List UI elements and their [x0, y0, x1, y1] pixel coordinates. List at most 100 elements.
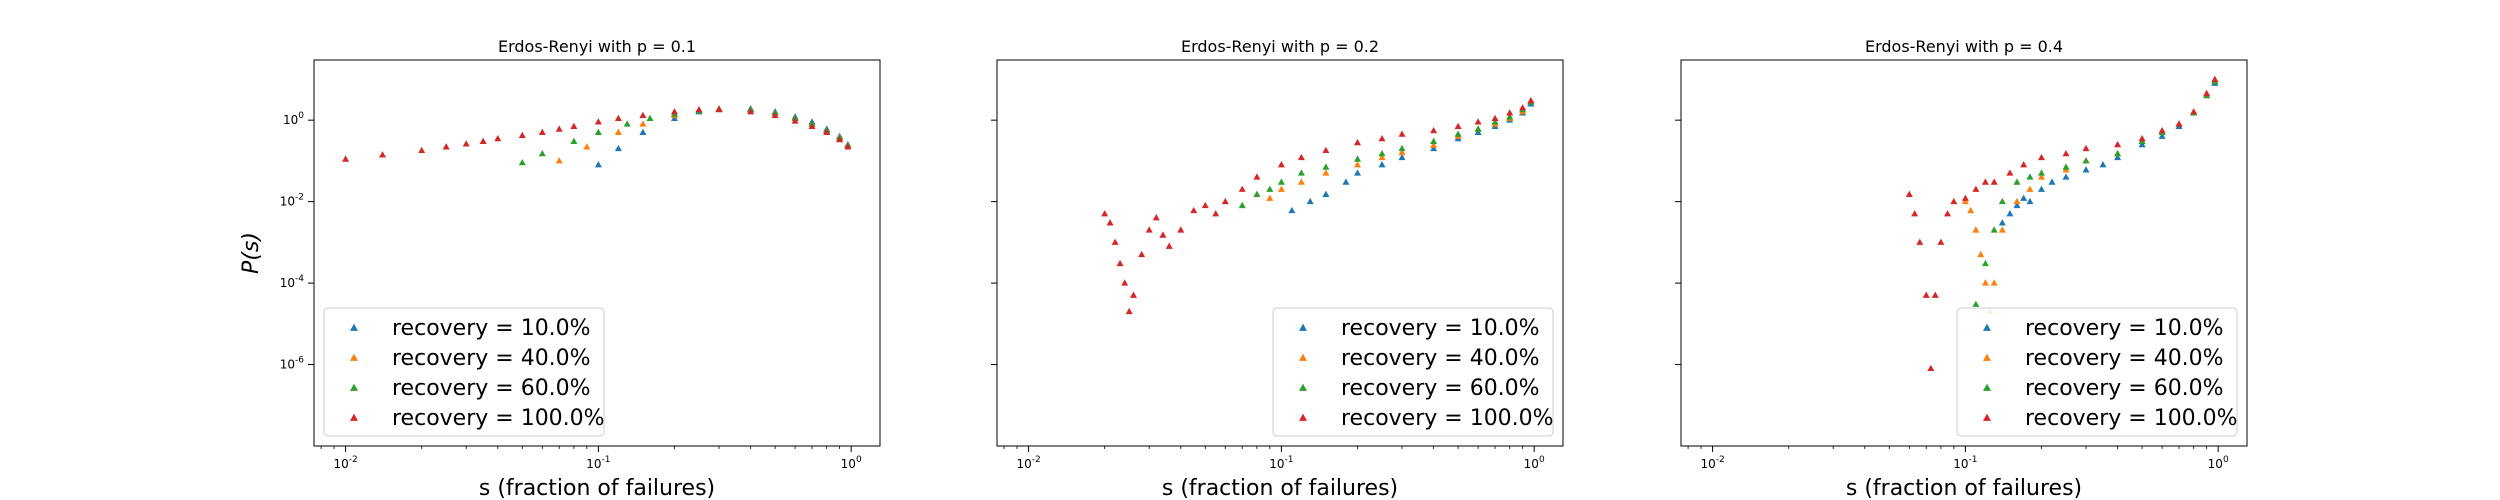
- legend-marker: [350, 383, 358, 391]
- data-point: [1165, 242, 1173, 249]
- data-point: [2026, 197, 2034, 205]
- data-point: [614, 144, 622, 152]
- data-point: [1159, 231, 1167, 238]
- data-point: [2062, 163, 2070, 170]
- x-tick-label: 10-1: [1953, 455, 1977, 471]
- data-point: [1177, 226, 1185, 233]
- plot-area: [1101, 96, 1535, 315]
- data-point: [1353, 138, 1361, 146]
- data-point: [570, 122, 578, 129]
- data-point: [1101, 210, 1109, 217]
- data-point: [1145, 226, 1153, 233]
- data-point: [1238, 185, 1246, 192]
- legend-entry: recovery = 60.0%: [2025, 376, 2224, 401]
- data-point: [1152, 214, 1160, 221]
- legend-marker: [350, 323, 358, 331]
- data-point: [1981, 279, 1989, 286]
- data-point: [1277, 161, 1285, 168]
- legend-marker: [1983, 353, 1991, 361]
- legend-entry: recovery = 40.0%: [392, 346, 591, 371]
- data-point: [791, 117, 799, 124]
- axes-frame: [1680, 59, 2248, 447]
- legend-entry: recovery = 60.0%: [392, 376, 591, 401]
- legend-entry: recovery = 40.0%: [2025, 346, 2224, 371]
- x-tick-label: 100: [841, 455, 862, 471]
- data-point: [418, 146, 426, 154]
- y-axis-label: P(s): [239, 232, 264, 274]
- subplot-p04: Erdos-Renyi with p = 0.4 10-2 10-1 100 s (…: [1675, 37, 2248, 500]
- data-point: [1322, 163, 1330, 170]
- data-point: [639, 120, 647, 127]
- data-point: [1288, 206, 1296, 214]
- plot-area: [342, 105, 852, 168]
- data-point: [594, 128, 602, 135]
- data-point: [518, 158, 526, 166]
- data-point: [1238, 201, 1246, 209]
- data-point: [2138, 134, 2146, 142]
- x-axis-label: s (fraction of failures): [1846, 476, 2082, 500]
- data-point: [1961, 197, 1969, 205]
- data-point: [555, 125, 563, 132]
- data-point: [808, 122, 816, 129]
- data-point: [442, 143, 450, 150]
- data-point: [2211, 75, 2219, 82]
- data-point: [1121, 279, 1129, 286]
- data-point: [747, 108, 755, 115]
- data-point: [1297, 169, 1305, 176]
- y-tick-label: 10-2: [280, 193, 304, 209]
- legend-marker: [1983, 383, 1991, 391]
- legend-entry: recovery = 10.0%: [1341, 316, 1540, 341]
- data-point: [379, 151, 387, 158]
- data-point: [1398, 130, 1406, 137]
- x-tick-label: 10-1: [1269, 455, 1293, 471]
- data-point: [462, 140, 470, 147]
- data-point: [1277, 178, 1285, 185]
- data-point: [1972, 300, 1980, 307]
- data-point: [1491, 114, 1499, 121]
- data-point: [1506, 109, 1514, 116]
- data-point: [1111, 238, 1119, 245]
- data-point: [1990, 178, 1998, 185]
- data-point: [2203, 89, 2211, 97]
- data-point: [555, 157, 563, 164]
- data-point: [538, 128, 546, 135]
- data-point: [771, 111, 779, 119]
- data-point: [1398, 144, 1406, 152]
- data-point: [2099, 161, 2107, 168]
- data-point: [594, 161, 602, 168]
- data-point: [1430, 141, 1438, 148]
- subplot-title: Erdos-Renyi with p = 0.4: [1865, 37, 2063, 56]
- data-point: [2138, 140, 2146, 148]
- data-point: [570, 137, 578, 144]
- data-point: [1961, 194, 1969, 201]
- data-point: [1454, 130, 1462, 137]
- data-point: [1990, 279, 1998, 286]
- data-point: [1950, 197, 1958, 205]
- legend: recovery = 10.0% recovery = 40.0% recovery…: [1272, 307, 1554, 437]
- ticks: 10-2 10-1 100: [1675, 119, 2229, 471]
- y-tick-label: 10-6: [280, 356, 305, 372]
- data-point: [1398, 148, 1406, 156]
- data-point: [479, 137, 487, 144]
- x-tick-label: 10-2: [333, 455, 357, 471]
- data-point: [2114, 149, 2122, 157]
- data-point: [1977, 250, 1985, 258]
- legend-marker: [1983, 413, 1991, 421]
- data-point: [1116, 259, 1124, 267]
- legend-box: [1956, 307, 2238, 437]
- data-point: [1353, 155, 1361, 162]
- data-point: [836, 135, 844, 143]
- legend-entry: recovery = 60.0%: [1341, 376, 1540, 401]
- legend: recovery = 10.0% recovery = 40.0% recovery…: [1956, 307, 2238, 437]
- data-point: [1277, 185, 1285, 192]
- data-point: [2158, 132, 2166, 139]
- x-tick-label: 100: [1524, 455, 1545, 471]
- legend-box: [323, 307, 605, 437]
- data-point: [1927, 364, 1935, 372]
- legend-marker: [1299, 383, 1307, 391]
- x-axis-label: s (fraction of failures): [479, 476, 715, 500]
- x-tick-label: 10-2: [1700, 455, 1724, 471]
- data-point: [1519, 104, 1527, 111]
- data-point: [1378, 134, 1386, 142]
- data-point: [1931, 291, 1939, 298]
